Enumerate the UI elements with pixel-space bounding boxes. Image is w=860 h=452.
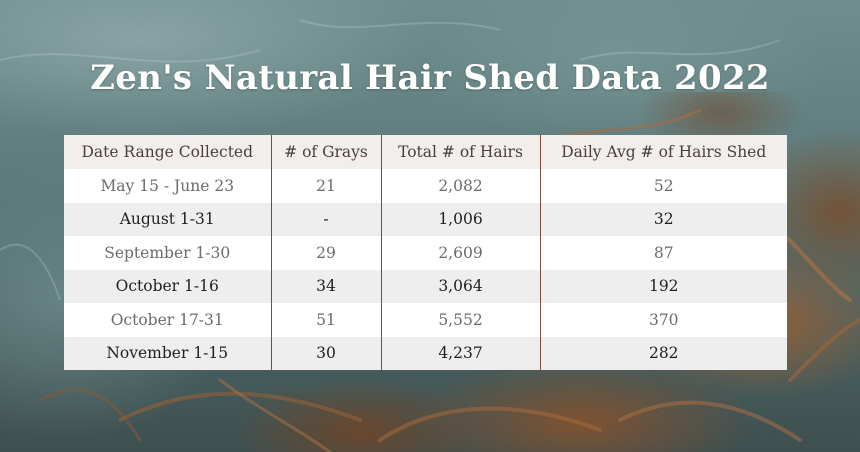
table-cell: 52 xyxy=(540,169,787,203)
table-cell: 5,552 xyxy=(381,303,541,337)
hair-shed-table: Date Range Collected # of Grays Total # … xyxy=(64,135,787,370)
table-row: May 15 - June 23 21 2,082 52 xyxy=(64,169,787,203)
column-header: Daily Avg # of Hairs Shed xyxy=(540,135,787,169)
table-cell: October 17-31 xyxy=(64,303,272,337)
table-cell: 3,064 xyxy=(381,269,541,303)
table-cell: 21 xyxy=(271,169,382,203)
table-cell: September 1-30 xyxy=(64,236,272,270)
table-cell: 34 xyxy=(271,269,382,303)
table-cell: 51 xyxy=(271,303,382,337)
table-cell: 4,237 xyxy=(381,336,541,370)
table-row: October 17-31 51 5,552 370 xyxy=(64,303,787,337)
table-cell: 1,006 xyxy=(381,202,541,236)
column-header: Total # of Hairs xyxy=(381,135,541,169)
table-row: October 1-16 34 3,064 192 xyxy=(64,269,787,303)
table-cell: 2,609 xyxy=(381,236,541,270)
table-cell: May 15 - June 23 xyxy=(64,169,272,203)
table-cell: 87 xyxy=(540,236,787,270)
table-row: November 1-15 30 4,237 282 xyxy=(64,336,787,370)
table-cell: October 1-16 xyxy=(64,269,272,303)
table-row: August 1-31 - 1,006 32 xyxy=(64,202,787,236)
table-cell: 30 xyxy=(271,336,382,370)
table-cell: 282 xyxy=(540,336,787,370)
data-table-container: Date Range Collected # of Grays Total # … xyxy=(64,135,787,370)
table-cell: 192 xyxy=(540,269,787,303)
column-header: Date Range Collected xyxy=(64,135,272,169)
table-cell: 32 xyxy=(540,202,787,236)
column-header: # of Grays xyxy=(271,135,382,169)
table-row: September 1-30 29 2,609 87 xyxy=(64,236,787,270)
page-title: Zen's Natural Hair Shed Data 2022 xyxy=(90,58,770,98)
table-cell: 370 xyxy=(540,303,787,337)
table-cell: November 1-15 xyxy=(64,336,272,370)
table-cell: 2,082 xyxy=(381,169,541,203)
table-cell: August 1-31 xyxy=(64,202,272,236)
table-cell: - xyxy=(271,202,382,236)
table-cell: 29 xyxy=(271,236,382,270)
table-header-row: Date Range Collected # of Grays Total # … xyxy=(64,135,787,169)
